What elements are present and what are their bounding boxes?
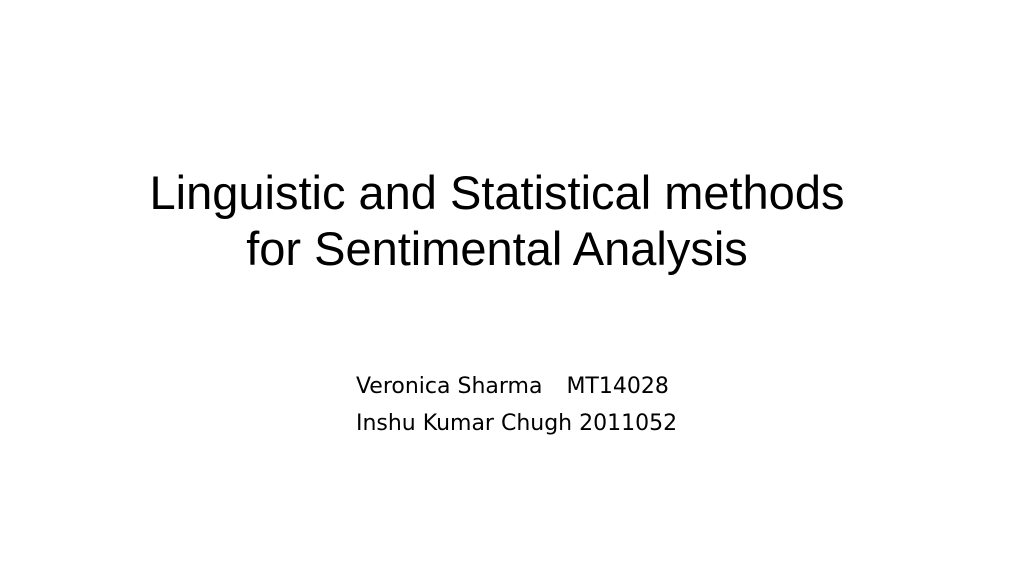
author-row: Veronica Sharma MT14028 bbox=[314, 331, 677, 399]
author-id: MT14028 bbox=[566, 374, 669, 399]
author-id: 2011052 bbox=[579, 411, 678, 436]
author-name: Veronica Sharma bbox=[355, 374, 543, 399]
slide-title-line-2: for Sentimental Analysis bbox=[246, 222, 748, 275]
slide-title-line-1: Linguistic and Statistical methods bbox=[149, 166, 845, 219]
author-list: Veronica Sharma MT14028 Inshu Kumar Chugh… bbox=[314, 331, 677, 436]
author-row: Inshu Kumar Chugh 2011052 bbox=[314, 368, 677, 436]
author-name: Inshu Kumar Chugh bbox=[355, 411, 573, 436]
